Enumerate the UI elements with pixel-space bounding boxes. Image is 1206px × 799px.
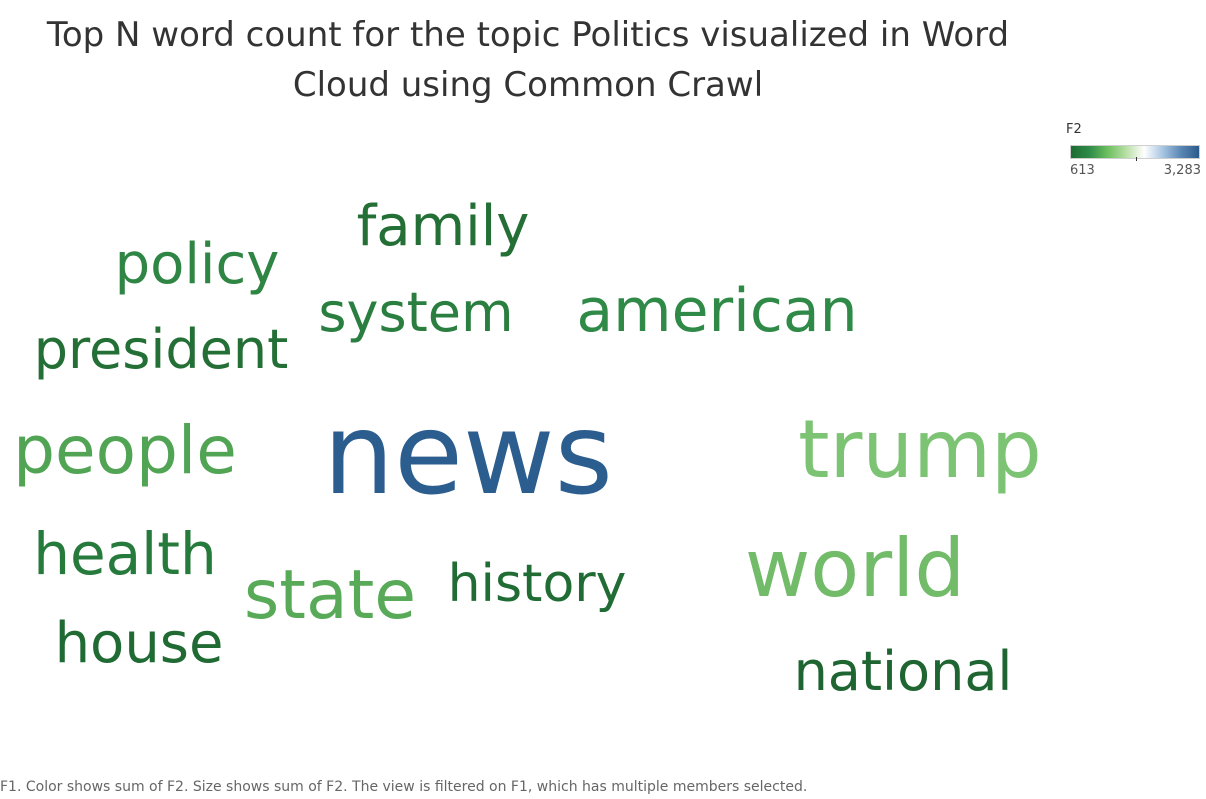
word-people[interactable]: people xyxy=(13,412,237,489)
word-policy[interactable]: policy xyxy=(115,232,280,297)
legend-midpoint-tick xyxy=(1136,157,1137,161)
chart-title: Top N word count for the topic Politics … xyxy=(46,15,1010,105)
legend-min-label: 613 xyxy=(1070,163,1095,178)
legend-max-label: 3,283 xyxy=(1163,163,1201,178)
legend-color-ramp xyxy=(1070,145,1200,159)
word-trump[interactable]: trump xyxy=(798,403,1042,496)
word-family[interactable]: family xyxy=(357,194,530,259)
word-national[interactable]: national xyxy=(794,640,1013,703)
word-history[interactable]: history xyxy=(448,554,627,614)
word-american[interactable]: american xyxy=(576,276,857,346)
chart-caption: F1. Color shows sum of F2. Size shows su… xyxy=(0,779,808,795)
color-legend[interactable]: F2 613 3,283 xyxy=(1066,122,1206,182)
word-health[interactable]: health xyxy=(33,520,217,588)
word-system[interactable]: system xyxy=(318,281,513,344)
legend-title: F2 xyxy=(1066,122,1082,137)
word-state[interactable]: state xyxy=(244,556,416,635)
word-world[interactable]: world xyxy=(745,522,965,615)
word-news[interactable]: news xyxy=(323,390,613,520)
word-house[interactable]: house xyxy=(55,611,224,676)
word-president[interactable]: president xyxy=(34,318,289,381)
